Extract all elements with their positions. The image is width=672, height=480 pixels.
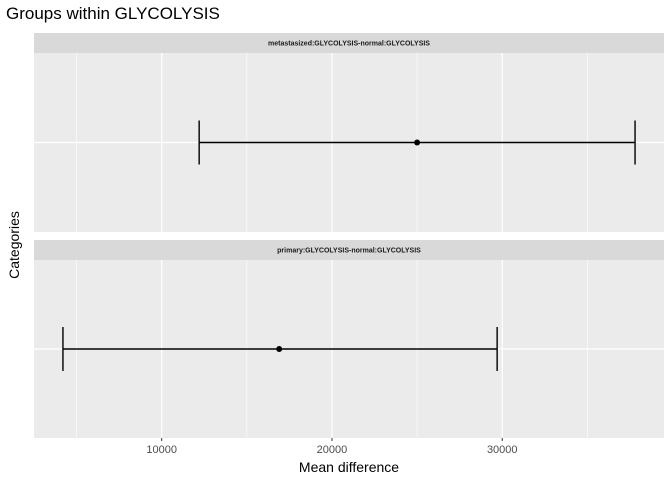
facet-strip-label: primary:GLYCOLYSIS-normal:GLYCOLYSIS — [277, 248, 421, 255]
facet-panel: metastasized:GLYCOLYSIS-normal:GLYCOLYSI… — [34, 33, 664, 232]
x-tick-label: 20000 — [317, 444, 348, 456]
x-tick-label: 30000 — [487, 444, 518, 456]
x-tick-label: 10000 — [146, 444, 177, 456]
facet-strip — [34, 240, 664, 260]
facet-strip-label: metastasized:GLYCOLYSIS-normal:GLYCOLYSI… — [268, 41, 430, 48]
estimate-point — [414, 139, 421, 146]
estimate-point — [276, 346, 283, 352]
facet-strip — [34, 33, 664, 53]
x-axis-label: Mean difference — [298, 459, 400, 475]
x-axis: 10000 20000 30000 — [146, 438, 518, 456]
facet-panel: primary:GLYCOLYSIS-normal:GLYCOLYSIS — [34, 240, 664, 438]
facets-layer: metastasized:GLYCOLYSIS-normal:GLYCOLYSI… — [34, 33, 664, 438]
chart-title: Groups within GLYCOLYSIS — [6, 4, 220, 23]
